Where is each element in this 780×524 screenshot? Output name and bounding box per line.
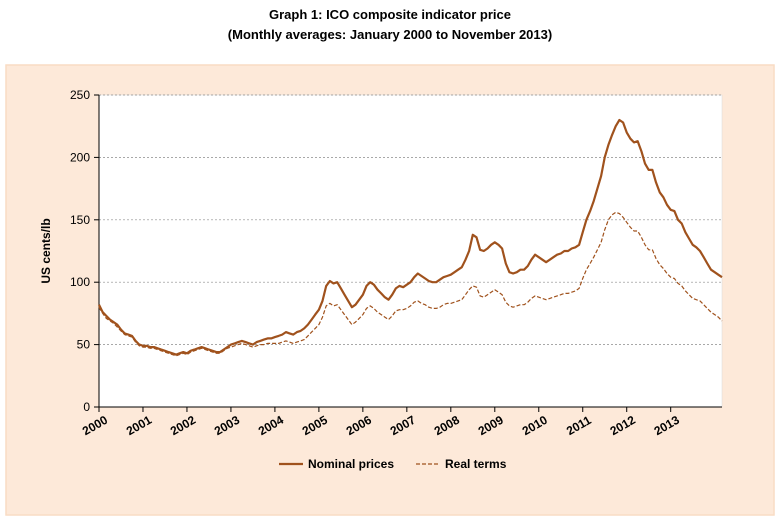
legend-label-nominal-prices: Nominal prices: [308, 457, 394, 471]
y-tick-0: 0: [83, 400, 90, 414]
legend: Nominal prices Real terms: [279, 457, 507, 471]
chart-title: Graph 1: ICO composite indicator price: [269, 7, 511, 22]
plot-area: [98, 94, 723, 408]
y-tick-200: 200: [70, 150, 90, 164]
y-tick-50: 50: [77, 338, 91, 352]
y-axis-label: US cents/lb: [39, 218, 53, 283]
series-lines: [98, 118, 723, 357]
axes: [94, 94, 722, 412]
y-tick-150: 150: [70, 213, 90, 227]
y-tick-100: 100: [70, 275, 90, 289]
y-tick-250: 250: [70, 88, 90, 102]
y-tick-labels: 0 50 100 150 200 250: [70, 88, 90, 414]
chart-subtitle: (Monthly averages: January 2000 to Novem…: [227, 27, 553, 42]
series-line-real-terms: [98, 211, 723, 357]
legend-label-real-terms: Real terms: [445, 457, 507, 471]
series-line-nominal-prices: [98, 118, 723, 356]
